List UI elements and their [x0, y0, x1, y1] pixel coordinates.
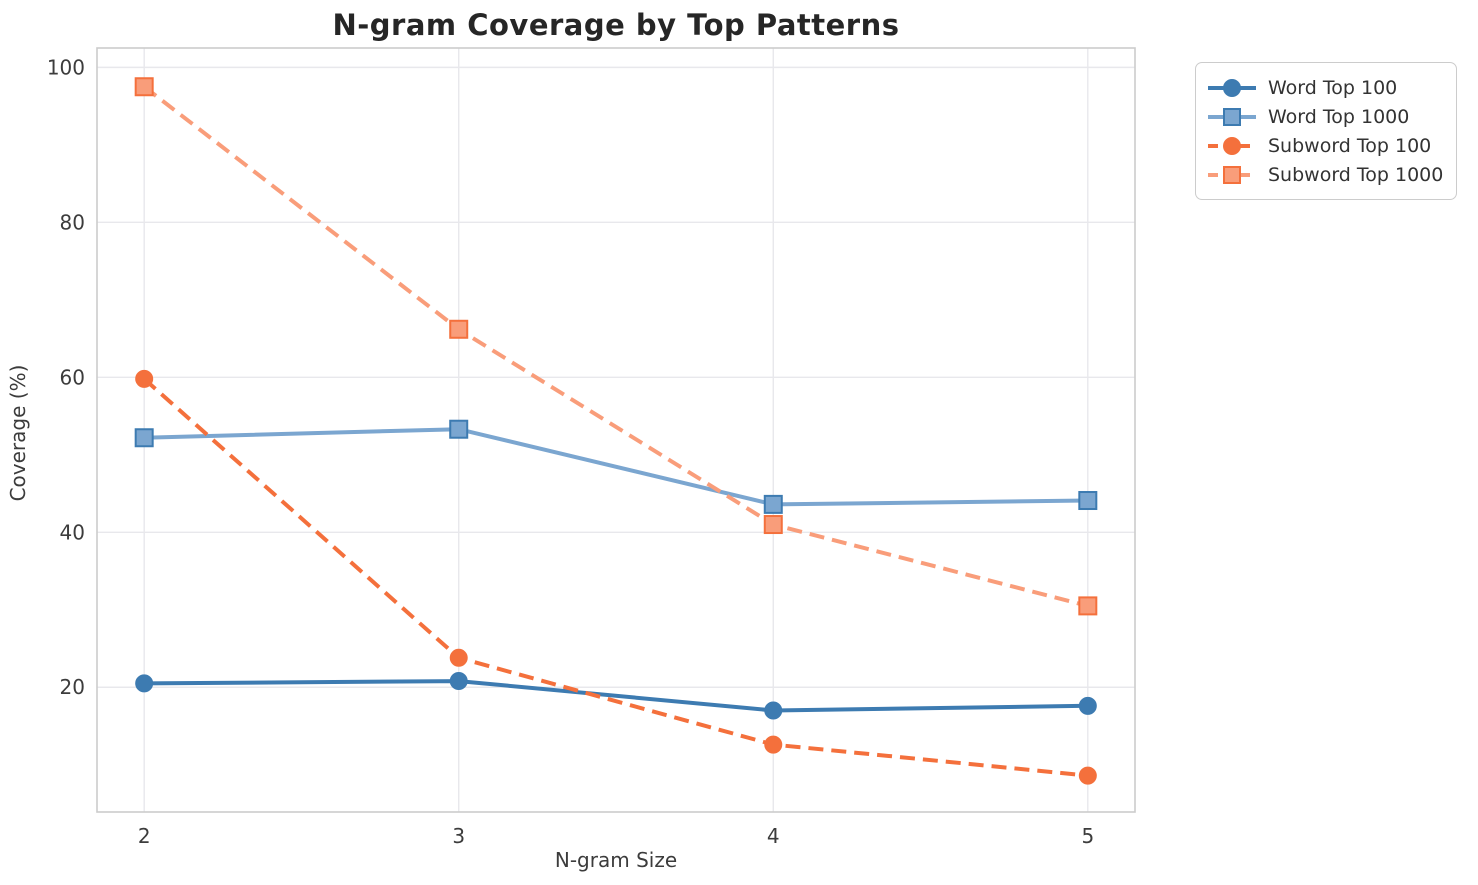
legend-item-subword-top-100: Subword Top 100 — [1206, 131, 1444, 160]
marker-circle-subword-top-100 — [135, 369, 154, 388]
chart-title: N-gram Coverage by Top Patterns — [332, 8, 900, 42]
series-line-word-top-1000 — [144, 427, 1088, 507]
marker-circle-word-top-100 — [135, 674, 154, 693]
series-line-subword-top-1000 — [142, 85, 1089, 608]
plot-border — [96, 47, 1136, 813]
marker-square-subword-top-1000 — [1078, 596, 1098, 616]
legend-label-subword-top-1000: Subword Top 1000 — [1268, 163, 1444, 186]
y-tick-label: 20 — [60, 675, 85, 699]
legend-swatch-word-top-1000 — [1208, 107, 1256, 126]
legend-marker-circle-subword-top-100 — [1223, 136, 1241, 155]
marker-square-word-top-1000 — [763, 494, 783, 514]
marker-square-word-top-1000 — [134, 428, 154, 448]
y-tick-label: 60 — [60, 365, 85, 389]
legend-marker-circle-word-top-100 — [1223, 78, 1241, 97]
x-tick-label: 4 — [767, 824, 780, 848]
legend-label-subword-top-100: Subword Top 100 — [1268, 134, 1432, 157]
marker-square-word-top-1000 — [449, 419, 469, 439]
marker-circle-subword-top-100 — [449, 648, 468, 667]
y-tick-label: 40 — [60, 520, 85, 544]
marker-circle-subword-top-100 — [1078, 766, 1097, 785]
y-axis-label: Coverage (%) — [6, 364, 30, 502]
marker-circle-word-top-100 — [764, 701, 783, 720]
legend-swatch-subword-top-1000 — [1208, 165, 1256, 184]
marker-square-subword-top-1000 — [449, 319, 469, 339]
marker-circle-subword-top-100 — [764, 735, 783, 754]
legend-item-subword-top-1000: Subword Top 1000 — [1206, 160, 1444, 189]
x-axis-label: N-gram Size — [554, 848, 678, 872]
marker-circle-word-top-100 — [1078, 696, 1097, 715]
legend-marker-square-word-top-1000 — [1223, 107, 1241, 126]
legend-swatch-subword-top-100 — [1208, 136, 1256, 155]
marker-square-subword-top-1000 — [134, 77, 154, 97]
y-tick-label: 80 — [60, 210, 85, 234]
x-tick-label: 5 — [1081, 824, 1094, 848]
legend-item-word-top-100: Word Top 100 — [1206, 73, 1444, 102]
y-tick-label: 100 — [47, 55, 85, 79]
legend-label-word-top-100: Word Top 100 — [1268, 76, 1398, 99]
marker-square-subword-top-1000 — [763, 515, 783, 535]
chart-legend: Word Top 100 Word Top 1000 Subword Top 100… — [1195, 62, 1457, 200]
series-line-subword-top-100 — [142, 377, 1088, 778]
legend-marker-square-subword-top-1000 — [1223, 165, 1241, 184]
x-tick-label: 3 — [452, 824, 465, 848]
legend-swatch-word-top-100 — [1208, 78, 1256, 97]
series-line-word-top-100 — [144, 679, 1088, 713]
legend-item-word-top-1000: Word Top 1000 — [1206, 102, 1444, 131]
marker-square-word-top-1000 — [1078, 491, 1098, 511]
x-tick-label: 2 — [138, 824, 151, 848]
legend-label-word-top-1000: Word Top 1000 — [1268, 105, 1410, 128]
marker-circle-word-top-100 — [449, 672, 468, 691]
